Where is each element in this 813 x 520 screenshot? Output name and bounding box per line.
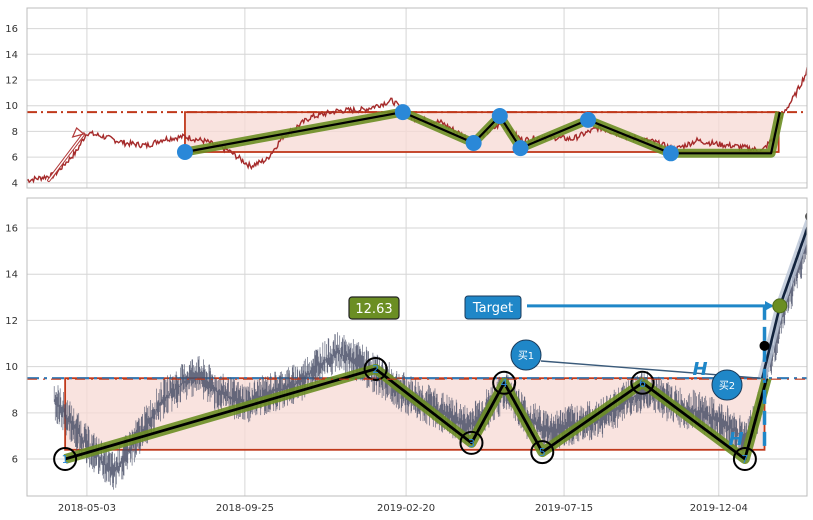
top-pivot-marker xyxy=(580,111,597,128)
buy1-badge-text: 买1 xyxy=(518,350,534,362)
buy1-badge: 买1 xyxy=(510,339,542,371)
top-pivot-marker xyxy=(394,104,411,121)
top-y-tick-label: 8 xyxy=(12,127,18,138)
top-panel-frame xyxy=(26,7,808,189)
top-price-line xyxy=(27,65,807,184)
pivot-label: 5 xyxy=(539,446,546,459)
x-tick-label: 2019-07-15 xyxy=(535,503,593,514)
bottom-x-axis-ticks: 2018-05-03 2018-09-25 2019-02-20 2019-07-15… xyxy=(58,503,748,514)
top-y-axis-ticks: 4 6 8 10 12 14 16 xyxy=(5,24,18,189)
pivot-circle xyxy=(530,440,555,465)
top-price-series xyxy=(27,65,807,184)
top-trend-arrow xyxy=(47,127,86,182)
top-pivot-markers xyxy=(176,104,679,162)
black-dot xyxy=(759,340,770,351)
target-badge-text: Target xyxy=(472,301,513,316)
bottom-pivot-circles: 1 2 3 4 5 6 7 xyxy=(53,356,757,472)
bottom-plot-area: 1 2 3 4 5 6 7 xyxy=(27,212,807,490)
pivot-circle xyxy=(630,370,655,395)
bottom-panel-frame xyxy=(26,197,808,497)
pivot-circle xyxy=(363,356,388,381)
top-pivot-marker xyxy=(176,144,193,160)
top-y-tick-label: 16 xyxy=(5,24,18,35)
top-arrow-head xyxy=(71,127,85,138)
pivot-circle xyxy=(492,370,517,395)
x-tick-label: 2018-09-25 xyxy=(216,503,274,514)
pivot-circle xyxy=(732,447,757,472)
value-badge-text: 12.63 xyxy=(355,302,392,317)
x-tick-label: 2019-12-04 xyxy=(690,503,748,514)
bottom-zigzag-inner xyxy=(64,367,769,461)
pivot-label: 1 xyxy=(62,453,69,466)
bottom-y-tick-label: 14 xyxy=(5,270,18,281)
breakout-path-inner xyxy=(761,225,807,379)
top-plot-area xyxy=(27,65,807,184)
bottom-y-axis-ticks: 6 8 10 12 14 16 xyxy=(5,224,18,466)
top-y-tick-label: 10 xyxy=(5,101,18,112)
top-pivot-marker xyxy=(465,135,482,151)
bottom-panel-grid xyxy=(27,198,807,496)
pivot-circle xyxy=(53,447,78,472)
top-y-tick-label: 14 xyxy=(5,50,18,61)
top-y-tick-label: 6 xyxy=(12,153,18,164)
buy2-badge-text: 买2 xyxy=(719,380,735,392)
value-badge: 12.63 xyxy=(348,296,400,320)
pivot-label: 3 xyxy=(468,437,475,450)
h-label-upper: H xyxy=(692,359,707,380)
target-hit-marker xyxy=(772,298,788,314)
pivot-label: 7 xyxy=(741,453,748,466)
breakout-path-outer xyxy=(757,215,807,380)
pivot-label: 6 xyxy=(639,377,646,390)
top-y-tick-label: 12 xyxy=(5,76,18,87)
top-arrow-shaft-inner xyxy=(48,133,85,181)
pivot-label: 4 xyxy=(501,377,508,390)
bottom-y-tick-label: 16 xyxy=(5,224,18,235)
bottom-y-tick-label: 8 xyxy=(12,408,18,419)
top-pivot-marker xyxy=(512,140,529,157)
buy2-badge: 买2 xyxy=(711,369,743,401)
top-panel-grid xyxy=(27,8,807,188)
x-tick-label: 2018-05-03 xyxy=(58,503,116,514)
x-tick-label: 2019-02-20 xyxy=(377,503,435,514)
target-badge: Target xyxy=(464,295,522,320)
pivot-circle xyxy=(459,430,484,455)
top-y-tick-label: 4 xyxy=(12,178,18,189)
pivot-label: 2 xyxy=(372,363,379,376)
h-label-lower: H xyxy=(728,429,743,450)
top-pivot-marker xyxy=(491,108,508,124)
bottom-y-tick-label: 6 xyxy=(12,455,18,466)
top-pivot-marker xyxy=(662,145,679,162)
bottom-y-tick-label: 12 xyxy=(5,316,18,327)
bottom-y-tick-label: 10 xyxy=(5,362,18,373)
